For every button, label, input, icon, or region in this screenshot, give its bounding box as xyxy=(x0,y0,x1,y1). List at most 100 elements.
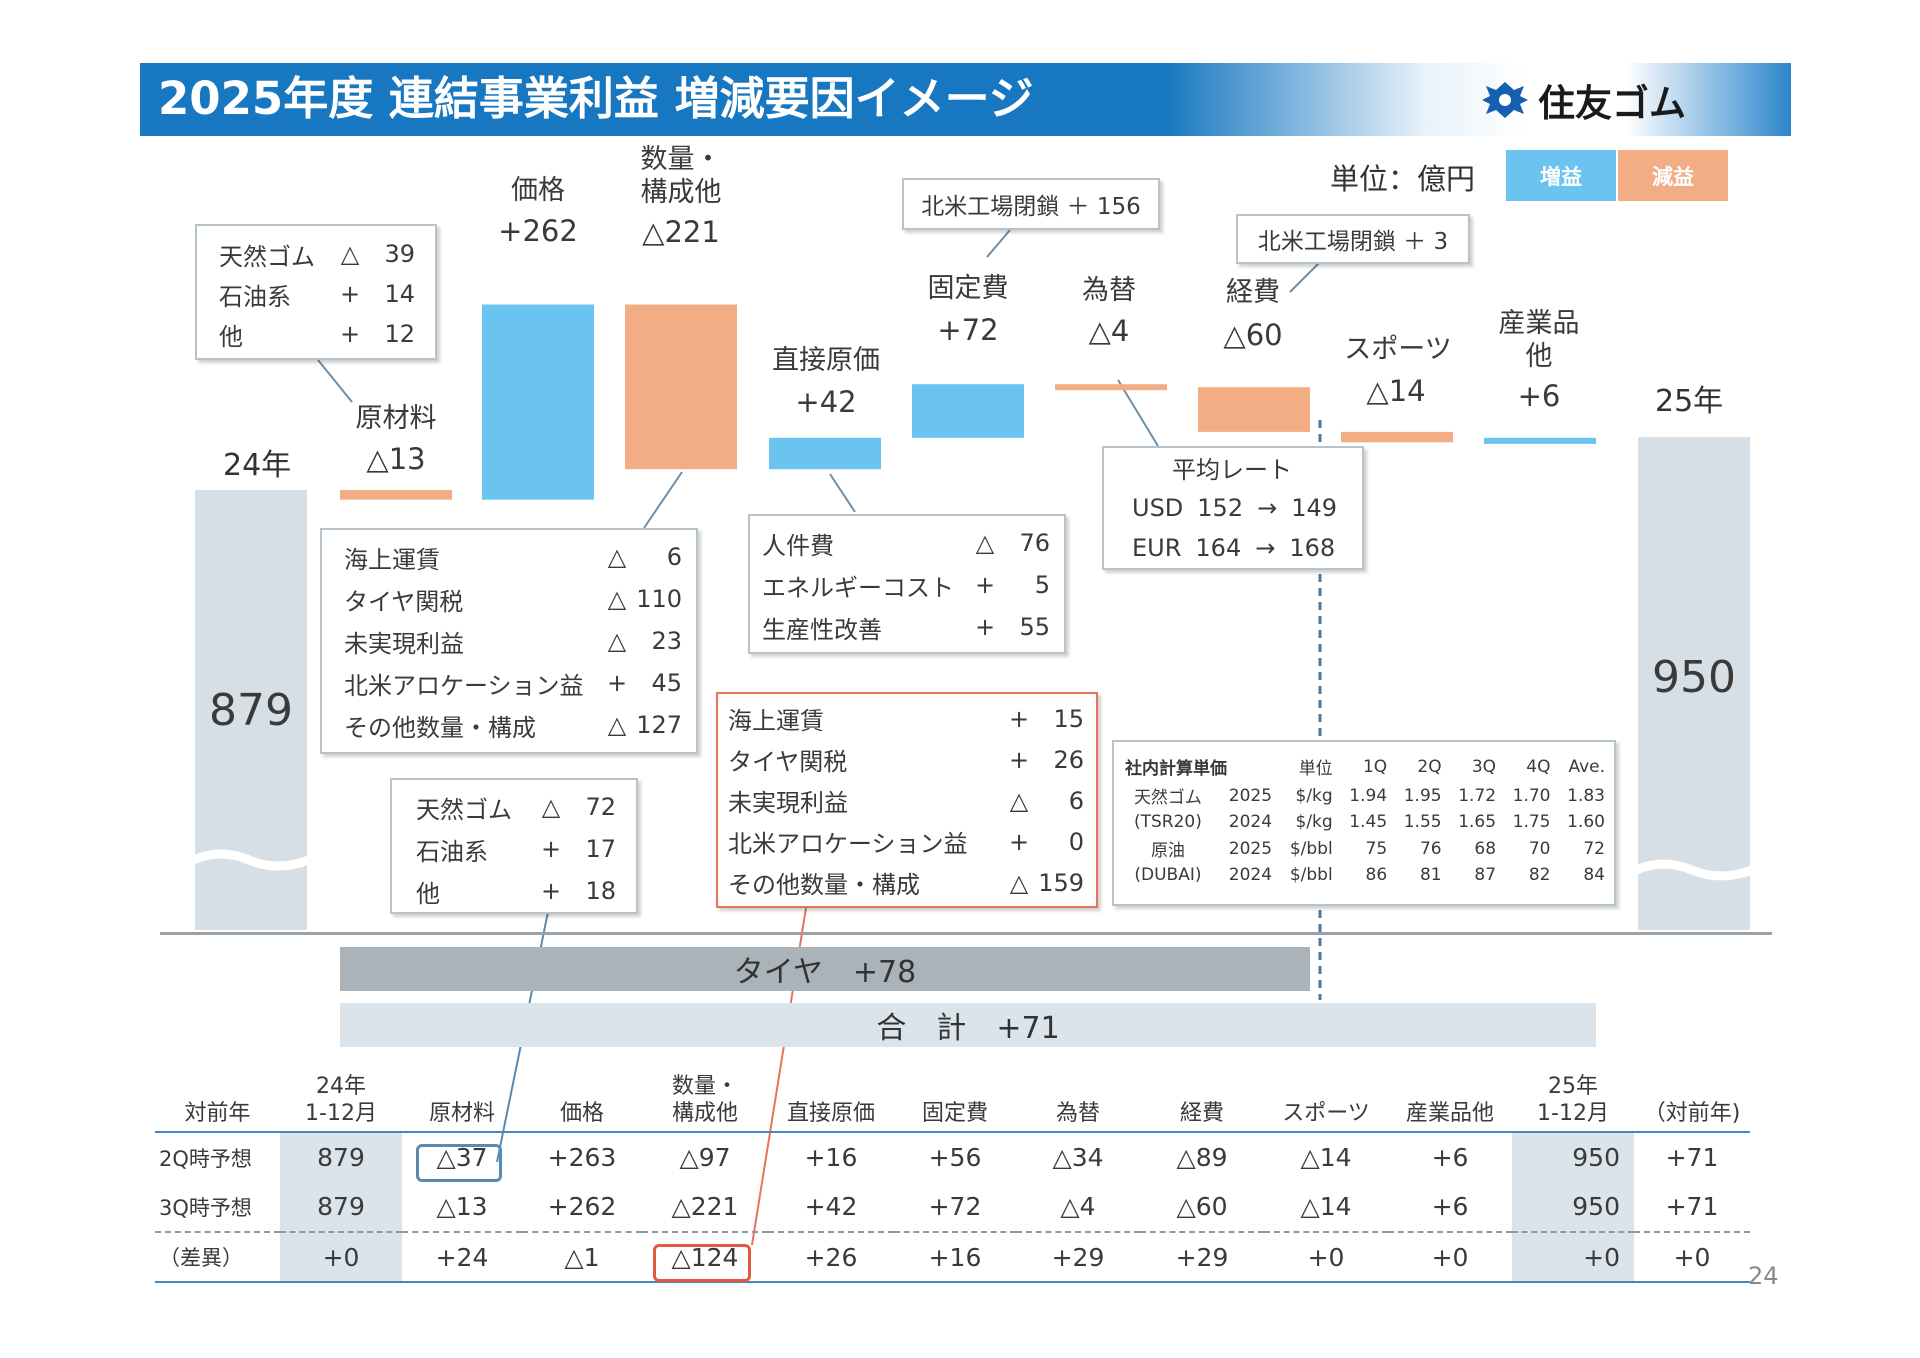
bar-数量 xyxy=(625,304,737,470)
bar-直接原価 xyxy=(769,437,881,470)
col-header: 産業品他 xyxy=(1388,1072,1512,1133)
rate-row: (TSR20) 2024 $/kg 1.45 1.55 1.65 1.75 1.60 xyxy=(1133,812,1605,832)
step-label-sports: スポーツ xyxy=(1344,334,1452,365)
callout-row: 未実現利益 △ 6 xyxy=(728,786,1084,818)
page-number: 24 xyxy=(1748,1262,1779,1290)
bar-為替 xyxy=(1055,384,1167,391)
company-name: 住友ゴム xyxy=(1538,82,1686,125)
step-value-raw: △13 xyxy=(366,442,426,476)
table-row: 3Q時予想 879 △13 +262 △221 +42 +72 △4 △60 △… xyxy=(155,1182,1750,1232)
callout-row: エネルギーコスト +5 xyxy=(762,571,1050,602)
connector-fx xyxy=(1117,379,1159,447)
step-value-price: +262 xyxy=(498,214,578,248)
connector-raw-top xyxy=(317,359,353,403)
legend-decrease: 減益 xyxy=(1618,150,1728,201)
tire-segment-label: タイヤ +78 xyxy=(733,955,917,990)
rate-header-row: 社内計算単価 単位 1Q 2Q 3Q 4Q Ave. xyxy=(1125,756,1605,780)
connector-expense xyxy=(1289,261,1321,293)
step-label-raw: 原材料 xyxy=(355,403,437,434)
col-header: （対前年) xyxy=(1634,1072,1750,1133)
step-label-fixed: 固定費 xyxy=(927,273,1009,304)
bar-固定費 xyxy=(912,384,1024,438)
rate-row: 天然ゴム 2025 $/kg 1.94 1.95 1.72 1.70 1.83 xyxy=(1133,785,1605,809)
start-label: 24年 xyxy=(223,448,292,483)
axis-break-start xyxy=(191,849,311,871)
comparison-table: 対前年 24年 1-12月 原材料 価格 数量・ 構成他 直接原価 固定費 為替… xyxy=(155,1072,1750,1283)
col-header: 直接原価 xyxy=(768,1072,894,1133)
step-value-industrial: +6 xyxy=(1517,379,1561,413)
internal-price-table: 社内計算単価 単位 1Q 2Q 3Q 4Q Ave. 天然ゴム 2025 $/kg 1… xyxy=(1112,740,1616,906)
callout-row: 石油系 +14 xyxy=(219,280,415,311)
step-label-expense: 経費 xyxy=(1226,277,1280,308)
callout-row: 北米アロケーション益 +0 xyxy=(728,827,1084,859)
end-label: 25年 xyxy=(1655,384,1724,419)
callout-direct-cost: 人件費 △ 76 エネルギーコスト +5 生産性改善 +55 xyxy=(748,514,1066,654)
company-logo: 住友ゴム xyxy=(1480,70,1686,130)
table-row: 2Q時予想 879 △37 +263 △97 +16 +56 △34 △89 △… xyxy=(155,1132,1750,1182)
axis-baseline xyxy=(160,932,1772,935)
total-band xyxy=(340,1003,1596,1047)
axis-break-end xyxy=(1634,859,1754,881)
bar-産業品他 xyxy=(1484,437,1596,444)
tire-segment-band xyxy=(340,947,1310,991)
rate-row: 原油 2025 $/bbl 75 76 68 70 72 xyxy=(1150,838,1605,862)
callout-row: その他数量・構成 △ 159 xyxy=(728,868,1084,900)
connector-volume xyxy=(643,471,683,529)
callout-fx: 平均レート USD 152 → 149 EUR 164 → 168 xyxy=(1102,446,1364,570)
logo-mark-icon xyxy=(1482,82,1528,118)
callout-row: 石油系 +17 xyxy=(416,835,616,866)
fx-title: 平均レート xyxy=(1172,456,1292,484)
arrow-right-icon: → xyxy=(1255,534,1276,562)
bar-end-25 xyxy=(1638,437,1750,930)
connector-direct xyxy=(829,473,856,513)
fx-row-eur: EUR 164 → 168 xyxy=(1132,534,1336,562)
callout-volume: 海上運賃 △ 6 タイヤ関税 △ 110 未実現利益 △ 23 北米アロケーション益 +45 … xyxy=(320,528,698,754)
callout-fixed-note: 北米工場閉鎖 ＋ 156 xyxy=(902,178,1160,230)
start-value: 879 xyxy=(209,685,293,736)
step-value-sports: △14 xyxy=(1366,374,1426,408)
col-header: スポーツ xyxy=(1264,1072,1388,1133)
step-label-fx: 為替 xyxy=(1082,275,1136,306)
step-label-volume: 数量・ 構成他 xyxy=(640,144,722,208)
highlight-raw-2q xyxy=(416,1144,502,1182)
fx-row-usd: USD 152 → 149 xyxy=(1132,494,1338,522)
callout-expense-note: 北米工場閉鎖 ＋ 3 xyxy=(1236,214,1470,264)
step-value-volume: △221 xyxy=(642,215,720,249)
step-value-fixed: +72 xyxy=(937,313,999,347)
col-header: 24年 1-12月 xyxy=(280,1072,402,1133)
step-label-direct: 直接原価 xyxy=(772,345,880,376)
bar-経費 xyxy=(1198,387,1310,432)
col-header: 数量・ 構成他 xyxy=(642,1072,768,1133)
callout-volume-diff: 海上運賃 +15 タイヤ関税 +26 未実現利益 △ 6 北米アロケーション益 +0 その… xyxy=(716,692,1098,908)
legend-increase: 増益 xyxy=(1506,150,1616,201)
step-label-price: 価格 xyxy=(511,175,565,206)
comparison-header-row: 対前年 24年 1-12月 原材料 価格 数量・ 構成他 直接原価 固定費 為替… xyxy=(155,1072,1750,1133)
callout-row: 天然ゴム △ 39 xyxy=(219,240,415,271)
col-header: 固定費 xyxy=(894,1072,1016,1133)
col-header: 原材料 xyxy=(402,1072,522,1133)
col-header: 対前年 xyxy=(155,1072,280,1133)
col-header: 25年 1-12月 xyxy=(1512,1072,1634,1133)
arrow-right-icon: → xyxy=(1257,494,1278,522)
bar-スポーツ xyxy=(1341,431,1453,443)
step-label-industrial: 産業品 他 xyxy=(1498,308,1580,372)
total-label: 合 計 +71 xyxy=(876,1011,1060,1046)
callout-row: 他 +18 xyxy=(416,877,616,908)
step-value-fx: △4 xyxy=(1088,314,1130,348)
col-header: 価格 xyxy=(522,1072,642,1133)
callout-row: 北米アロケーション益 +45 xyxy=(344,669,682,700)
callout-row: 生産性改善 +55 xyxy=(762,613,1050,644)
unit-label: 単位：億円 xyxy=(1330,162,1476,196)
callout-row: タイヤ関税 +26 xyxy=(728,745,1084,777)
callout-row: タイヤ関税 △ 110 xyxy=(344,585,682,616)
callout-row: 他 +12 xyxy=(219,320,415,351)
step-value-direct: +42 xyxy=(795,385,857,419)
callout-row: 天然ゴム △ 72 xyxy=(416,793,616,824)
rate-row: (DUBAI) 2024 $/bbl 86 81 87 82 84 xyxy=(1134,865,1605,885)
callout-row: その他数量・構成 △ 127 xyxy=(344,711,682,742)
end-value: 950 xyxy=(1652,652,1736,703)
callout-row: 海上運賃 △ 6 xyxy=(344,543,682,574)
page-title: 2025年度 連結事業利益 増減要因イメージ xyxy=(158,72,1034,125)
callout-raw-materials: 天然ゴム △ 39 石油系 +14 他 +12 xyxy=(195,224,437,360)
